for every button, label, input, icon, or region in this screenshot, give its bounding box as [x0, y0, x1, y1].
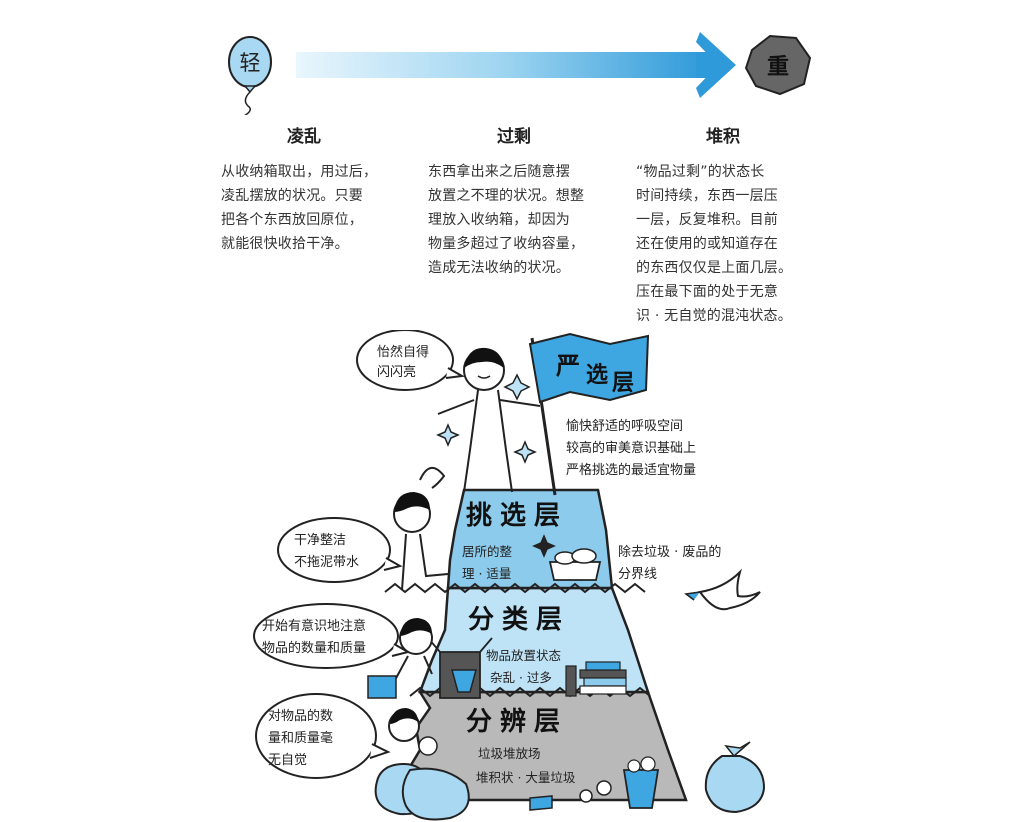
speech-bubble-summit: 怡然自得 闪闪亮: [356, 330, 466, 391]
light-heavy-scale: 轻 重: [228, 32, 812, 115]
layer-note-select-2: 理 · 适量: [462, 566, 511, 581]
layer-title-select: 挑选层: [466, 501, 568, 531]
column-title-pileup: 堆积: [706, 127, 740, 147]
layer-note-select-1: 居所的整: [462, 544, 513, 559]
text-line: 的东西仅仅是上面几层。: [636, 260, 793, 276]
sock-icon: [529, 795, 553, 811]
bubble-unaware-line-1: 对物品的数: [268, 708, 333, 724]
heavy-label: 重: [767, 55, 789, 80]
text-line: 一层，反复堆积。目前: [636, 212, 778, 228]
book-stack-icon: [565, 661, 627, 697]
bird-icon: [684, 568, 761, 611]
dish-rack-icon: [548, 548, 602, 581]
crumpled-paper-icon: [418, 736, 612, 803]
person-stretching-icon: [393, 467, 449, 591]
text-line: 东西拿出来之后随意摆: [428, 164, 570, 180]
bubble-unaware-line-2: 量和质量毫: [268, 730, 333, 746]
person-holding-bag-icon: [367, 618, 433, 699]
flag-label-3: 层: [612, 371, 634, 396]
text-line: 放置之不理的状况。想整: [428, 188, 585, 204]
layer-note-sort-2: 杂乱 · 过多: [490, 670, 552, 685]
layer-title-discern: 分辨层: [466, 707, 568, 737]
column-text-mess: 从收纳箱取出，用过后， 凌乱摆放的状况。只要 把各个东西放回原位， 就能很快收拾…: [221, 160, 411, 256]
text-line: 就能很快收拾干净。: [221, 236, 349, 252]
layer-note-discern-1: 垃圾堆放场: [478, 746, 541, 761]
flag-icon: 严 选 层: [528, 332, 650, 496]
bubble-unaware-line-3: 无自觉: [268, 753, 307, 768]
column-title-mess: 凌乱: [287, 127, 321, 147]
layer-note-sort-1: 物品放置状态: [486, 648, 561, 663]
text-line: 还在使用的或知道存在: [636, 236, 778, 252]
person-bottom-icon: [388, 708, 420, 742]
summit-note-1: 愉快舒适的呼吸空间: [566, 418, 683, 434]
speech-bubble-clean: 干净整洁 不拖泥带水: [277, 517, 403, 583]
summit-person-icon: [437, 347, 541, 493]
bubble-aware-line-1: 开始有意识地注意: [262, 618, 366, 634]
text-line: “物品过剩”的状态长: [636, 164, 765, 180]
clutter-mountain: 严 选 层 怡然自得 闪闪亮 愉快舒适的呼吸空间 较高的审美意识基础上 严格挑选…: [253, 330, 766, 821]
text-line: 压在最下面的处于无意: [636, 284, 778, 300]
sparkle-icon: [436, 373, 556, 558]
flag-label-1: 严: [556, 352, 580, 380]
zigzag-boundary-upper: [384, 582, 646, 594]
trash-can-icon: [622, 756, 660, 809]
column-title-excess: 过剩: [497, 127, 531, 147]
text-line: 从收纳箱取出，用过后，: [221, 164, 378, 180]
layer-title-sort: 分类层: [468, 605, 570, 635]
bubble-clean-line-1: 干净整洁: [294, 533, 346, 548]
weight-arrow: [296, 32, 736, 98]
text-line: 时间持续，东西一层压: [636, 188, 778, 204]
text-line: 造成无法收纳的状况。: [428, 260, 570, 276]
flag-label-2: 选: [586, 363, 608, 388]
text-line: 凌乱摆放的状况。只要: [221, 188, 363, 204]
column-text-excess: 东西拿出来之后随意摆 放置之不理的状况。想整 理放入收纳箱，却因为 物量多超过了…: [428, 160, 618, 280]
boundary-note-1: 除去垃圾 · 废品的: [618, 544, 721, 560]
garbage-bag-icon: [374, 741, 766, 821]
boundary-note-2: 分界线: [618, 567, 657, 582]
speech-bubble-aware: 开始有意识地注意 物品的数量和质量: [253, 603, 411, 669]
balloon-icon: 轻: [228, 36, 272, 115]
rock-icon: 重: [744, 34, 812, 96]
summit-bubble-line-2: 闪闪亮: [377, 364, 416, 380]
text-line: 理放入收纳箱，却因为: [428, 212, 570, 228]
text-line: 把各个东西放回原位，: [221, 212, 363, 228]
summit-note-2: 较高的审美意识基础上: [566, 440, 696, 456]
speech-bubble-unaware: 对物品的数 量和质量毫 无自觉: [255, 693, 391, 779]
bubble-aware-line-2: 物品的数量和质量: [262, 640, 366, 656]
text-line: 识 · 无自觉的混沌状态。: [636, 308, 792, 324]
summit-note-3: 严格挑选的最适宜物量: [566, 462, 696, 478]
text-line: 物量多超过了收纳容量，: [428, 236, 585, 252]
column-text-pileup: “物品过剩”的状态长 时间持续，东西一层压 一层，反复堆积。目前 还在使用的或知…: [636, 160, 826, 328]
light-label: 轻: [240, 51, 261, 75]
summit-bubble-line-1: 怡然自得: [377, 344, 429, 360]
bubble-clean-line-2: 不拖泥带水: [294, 555, 359, 570]
layer-note-discern-2: 堆积状 · 大量垃圾: [476, 770, 576, 785]
